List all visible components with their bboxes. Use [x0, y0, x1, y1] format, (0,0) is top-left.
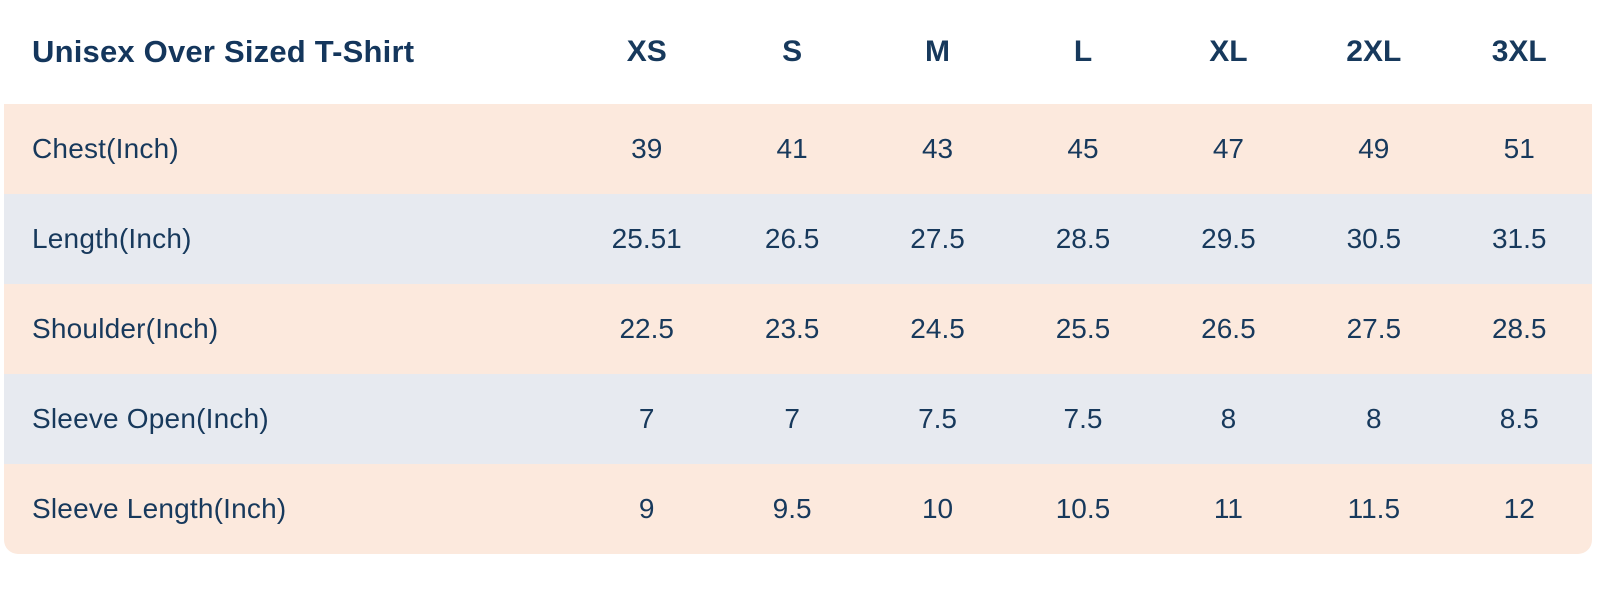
row-label: Sleeve Length(Inch)	[32, 493, 287, 524]
cell-value: 22.5	[619, 313, 674, 344]
cell-value: 11	[1213, 493, 1243, 524]
cell-value: 23.5	[764, 313, 820, 344]
table-row-length: Length(Inch) 25.51 26.5 27.5 28.5 29.5 3…	[4, 194, 1592, 284]
column-header-2xl: 2XL	[1346, 35, 1402, 68]
cell-value: 7.5	[1063, 403, 1103, 434]
cell-value: 7.5	[918, 403, 958, 434]
size-table: Unisex Over Sized T-Shirt XS S M L XL 2X…	[4, 0, 1592, 554]
row-label: Shoulder(Inch)	[32, 313, 219, 344]
cell-value: 25.5	[1055, 313, 1111, 344]
cell-value: 51	[1503, 133, 1535, 164]
cell-value: 7	[784, 403, 800, 434]
cell-value: 11.5	[1347, 493, 1401, 524]
cell-value: 39	[631, 133, 663, 164]
cell-value: 24.5	[910, 313, 965, 344]
column-header-s: S	[782, 35, 803, 68]
cell-value: 10.5	[1055, 493, 1111, 524]
cell-value: 9	[638, 493, 655, 524]
row-label: Chest(Inch)	[32, 133, 179, 164]
cell-value: 8	[1366, 403, 1382, 434]
cell-value: 43	[921, 133, 954, 164]
column-header-m: M	[925, 35, 951, 68]
cell-value: 10	[921, 493, 954, 524]
table-row-sleeve-length: Sleeve Length(Inch) 9 9.5 10 10.5 11 11.…	[4, 464, 1592, 554]
cell-value: 8	[1220, 403, 1237, 434]
table-row-chest: Chest(Inch) 39 41 43 45 47 49 51	[4, 104, 1592, 194]
cell-value: 7	[638, 403, 655, 434]
table-row-sleeve-open: Sleeve Open(Inch) 7 7 7.5 7.5 8 8 8.5	[4, 374, 1592, 464]
cell-value: 29.5	[1201, 223, 1256, 254]
cell-value: 9.5	[772, 493, 812, 524]
cell-value: 45	[1067, 133, 1099, 164]
column-header-l: L	[1073, 35, 1093, 68]
cell-value: 49	[1358, 133, 1390, 164]
cell-value: 41	[776, 133, 808, 164]
cell-value: 28.5	[1491, 313, 1547, 344]
cell-value: 26.5	[764, 223, 820, 254]
cell-value: 12	[1503, 493, 1535, 524]
column-header-xs: XS	[626, 35, 667, 68]
cell-value: 28.5	[1055, 223, 1111, 254]
cell-value: 25.51	[611, 223, 682, 254]
cell-value: 47	[1212, 133, 1244, 164]
column-header-xl: XL	[1209, 35, 1248, 68]
row-label: Sleeve Open(Inch)	[32, 403, 269, 434]
cell-value: 27.5	[1346, 313, 1402, 344]
row-label: Length(Inch)	[32, 223, 192, 254]
cell-value: 26.5	[1201, 313, 1256, 344]
table-header-row: Unisex Over Sized T-Shirt XS S M L XL 2X…	[4, 0, 1592, 104]
page-title: Unisex Over Sized T-Shirt	[32, 34, 415, 69]
cell-value: 8.5	[1499, 403, 1539, 434]
cell-value: 31.5	[1491, 223, 1547, 254]
cell-value: 27.5	[910, 223, 965, 254]
cell-value: 30.5	[1346, 223, 1402, 254]
column-header-3xl: 3XL	[1491, 35, 1547, 68]
table-row-shoulder: Shoulder(Inch) 22.5 23.5 24.5 25.5 26.5 …	[4, 284, 1592, 374]
